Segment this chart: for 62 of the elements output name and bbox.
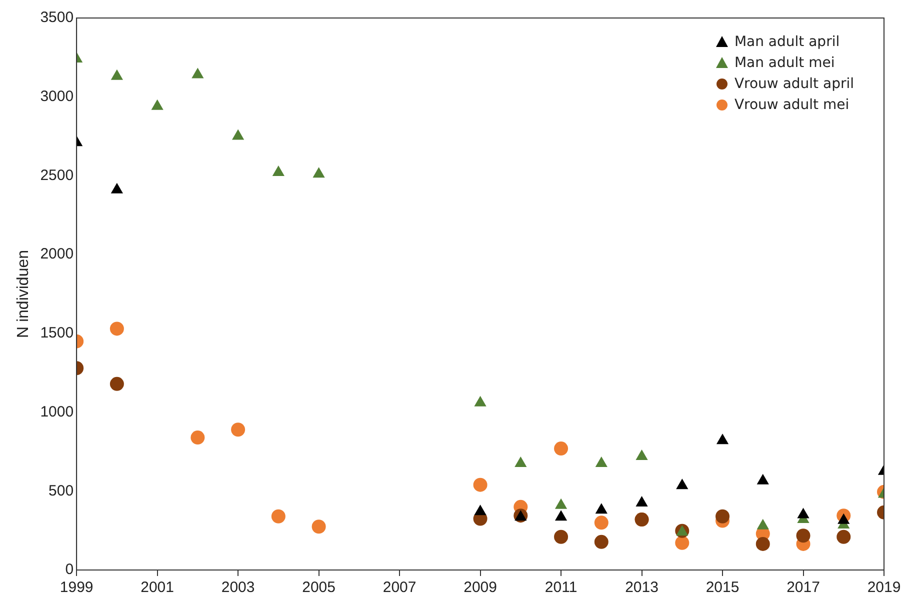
point bbox=[636, 496, 648, 506]
point bbox=[312, 520, 326, 534]
point bbox=[594, 516, 608, 530]
point bbox=[271, 509, 286, 524]
point bbox=[110, 69, 124, 80]
point bbox=[554, 442, 568, 456]
point bbox=[636, 449, 648, 460]
point bbox=[836, 530, 851, 544]
y-tick-label: 1000 bbox=[40, 403, 74, 420]
point bbox=[474, 504, 486, 516]
legend-label: Man adult april bbox=[734, 34, 840, 50]
point bbox=[190, 430, 205, 445]
point bbox=[756, 536, 770, 551]
y-tick-label: 0 bbox=[65, 561, 74, 578]
x-tick-label: 2009 bbox=[464, 579, 497, 596]
point bbox=[110, 322, 124, 336]
x-tick-label: 2003 bbox=[221, 579, 255, 596]
point bbox=[554, 498, 568, 509]
point bbox=[716, 434, 729, 444]
point bbox=[756, 518, 769, 530]
x-tick-label: 2001 bbox=[140, 579, 174, 596]
point bbox=[110, 376, 124, 391]
point bbox=[838, 513, 850, 524]
legend-label: Vrouw adult april bbox=[734, 76, 854, 92]
y-tick-label: 2000 bbox=[40, 246, 74, 263]
point bbox=[594, 534, 608, 549]
point bbox=[595, 456, 608, 468]
point bbox=[474, 396, 486, 406]
point bbox=[272, 166, 284, 176]
point bbox=[554, 510, 568, 521]
x-tick-label: 2017 bbox=[786, 579, 820, 596]
point bbox=[192, 68, 204, 78]
point bbox=[797, 508, 810, 518]
point bbox=[231, 422, 246, 437]
y-axis-title: N individuen bbox=[15, 250, 32, 338]
legend-label: Man adult mei bbox=[734, 55, 835, 71]
y-tick-label: 1500 bbox=[40, 324, 74, 342]
point bbox=[554, 530, 568, 544]
x-tick-label: 1999 bbox=[60, 579, 94, 596]
point bbox=[756, 474, 769, 484]
legend-label: Vrouw adult mei bbox=[734, 97, 850, 113]
x-tick-label: 2013 bbox=[625, 579, 658, 596]
point bbox=[473, 478, 488, 492]
point bbox=[312, 167, 325, 178]
x-tick-label: 2019 bbox=[867, 579, 901, 596]
point bbox=[151, 99, 164, 110]
point bbox=[675, 536, 690, 550]
y-tick-label: 2500 bbox=[40, 166, 74, 184]
point bbox=[796, 528, 810, 543]
point bbox=[110, 182, 124, 194]
x-tick-label: 2007 bbox=[382, 579, 416, 596]
y-tick-label: 3500 bbox=[40, 9, 74, 26]
point bbox=[232, 129, 244, 140]
point bbox=[676, 478, 688, 490]
x-tick-label: 2015 bbox=[706, 579, 740, 596]
y-tick-label: 3000 bbox=[40, 88, 74, 105]
x-tick-label: 2011 bbox=[544, 579, 578, 596]
point bbox=[595, 503, 608, 514]
y-tick-label: 500 bbox=[48, 482, 74, 500]
point bbox=[514, 456, 527, 468]
point bbox=[716, 509, 730, 524]
x-tick-label: 2005 bbox=[302, 579, 336, 596]
